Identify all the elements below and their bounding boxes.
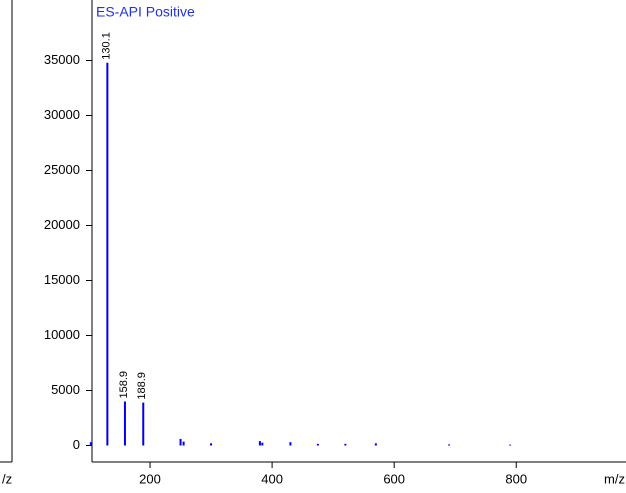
x-axis-label: m/z xyxy=(604,471,625,486)
x-tick-label: 600 xyxy=(383,471,405,486)
x-tick-label: 800 xyxy=(505,471,527,486)
peak-label: 158.9 xyxy=(118,371,130,399)
y-tick-label: 0 xyxy=(73,437,80,452)
peak-label: 130.1 xyxy=(100,32,112,60)
y-tick-label: 35000 xyxy=(44,52,80,67)
y-tick-label: 15000 xyxy=(44,272,80,287)
x-tick-label: 200 xyxy=(139,471,161,486)
y-tick-label: 5000 xyxy=(51,382,80,397)
y-tick-label: 25000 xyxy=(44,162,80,177)
peak-label: 188.9 xyxy=(136,372,148,400)
x-tick-label: 400 xyxy=(261,471,283,486)
y-tick-label: 30000 xyxy=(44,107,80,122)
y-tick-label: 10000 xyxy=(44,327,80,342)
y-tick-label: 20000 xyxy=(44,217,80,232)
chart-title: ES-API Positive xyxy=(96,4,195,20)
left-panel-label: /z xyxy=(2,471,12,486)
